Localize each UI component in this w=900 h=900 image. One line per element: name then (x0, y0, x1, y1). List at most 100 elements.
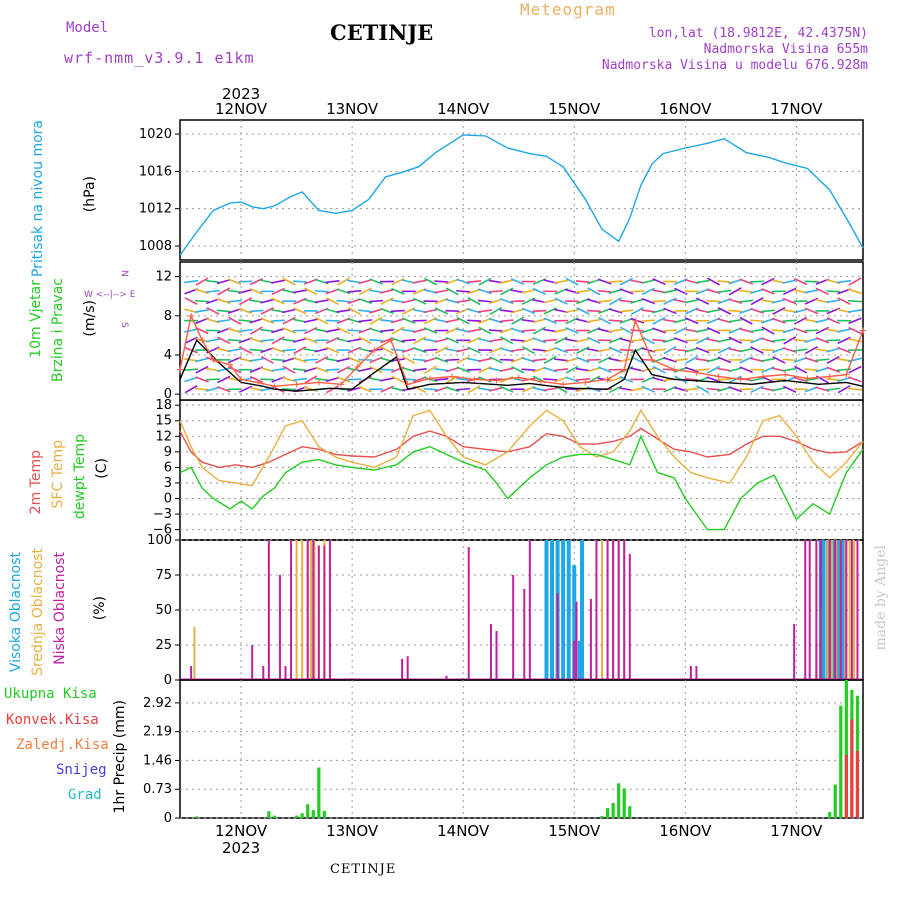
wind-barb (369, 365, 383, 374)
wind-barb (543, 378, 558, 381)
wind-barb (379, 377, 395, 382)
wind-barb (205, 378, 220, 381)
meteogram-label: Meteogram (520, 0, 616, 19)
wind-barb (565, 376, 579, 383)
cloud_cover-bar (193, 626, 196, 680)
wind-barb (314, 347, 329, 353)
wind-barb (760, 309, 775, 313)
wind-barb (434, 289, 449, 294)
cloud_cover-bar (523, 589, 526, 680)
wind-barb (652, 338, 667, 342)
wind-barb (782, 367, 797, 372)
cloud_cover-bar (793, 624, 796, 680)
wind-barb (195, 365, 209, 374)
wind-barb (293, 356, 307, 363)
pressure-tick-label: 1016 (139, 164, 172, 179)
wind-barb (336, 326, 351, 335)
wind-barb (848, 277, 862, 286)
wind-barb (489, 306, 503, 316)
wind-barb (358, 367, 373, 372)
cloud_cover-bar (489, 624, 492, 680)
wind-barb (510, 327, 525, 334)
cloud_cover-bar (401, 659, 404, 680)
wind-barb (815, 348, 830, 352)
wind-barb (477, 309, 493, 313)
wind-barb (477, 357, 492, 363)
wind-barb (369, 299, 384, 303)
wind-barb (815, 337, 830, 344)
wind-barb (663, 345, 677, 355)
wind-barb (848, 317, 862, 325)
gust-marker (338, 381, 345, 388)
compass-n: N (119, 270, 129, 277)
wind-barb (761, 326, 775, 335)
wind-barb (848, 326, 862, 335)
wind-barb (499, 309, 514, 313)
wind-barb (619, 277, 634, 286)
wind-barb (706, 357, 721, 363)
wind-barb (575, 378, 590, 381)
wind-barb (401, 317, 416, 324)
wind-barb (434, 346, 449, 354)
wind-barb (717, 338, 732, 343)
wind-barb (728, 375, 742, 384)
wind-barb (554, 279, 569, 284)
wind-barb (336, 357, 351, 363)
cloud_cover-bar (836, 540, 841, 680)
wind-barb (184, 385, 198, 394)
wind-barb (696, 385, 710, 394)
wind-tick-label: 4 (164, 348, 172, 363)
wind-barb (794, 365, 808, 374)
wind-barb (782, 309, 797, 313)
wind-barb (423, 327, 438, 334)
wind-barb (260, 328, 275, 333)
wind-barb (227, 339, 242, 342)
wind-barb (369, 278, 383, 285)
temperature-tick-label: −3 (153, 507, 172, 522)
wind-barb (706, 387, 721, 391)
wind-barb (326, 385, 340, 394)
bottom-day-label: 16NOV (659, 822, 712, 840)
wind-barb (707, 277, 721, 286)
wind-barb (717, 356, 732, 364)
wind-barb (804, 368, 819, 372)
wind-barb (804, 356, 819, 363)
wind-barb (576, 307, 590, 315)
wind-barb (282, 365, 296, 374)
gust-marker (804, 375, 811, 382)
wind-barb (587, 336, 601, 344)
wind-barb (499, 298, 514, 305)
wind-barb (434, 307, 449, 315)
precipitation-bar (600, 816, 604, 818)
wind-barb (488, 329, 503, 332)
wind-barb (445, 336, 460, 344)
wind-barb (336, 309, 351, 313)
wind-barb (521, 289, 536, 294)
wind-barb (532, 337, 547, 344)
footer-station: CETINJE (330, 862, 397, 877)
cloud_cover-bar (808, 540, 811, 680)
top-day-label: 15NOV (548, 100, 601, 118)
wind-barb (706, 365, 721, 374)
wind-barb (282, 277, 296, 286)
wind-barb (412, 327, 427, 334)
bottom-year-label: 2023 (222, 839, 260, 857)
wind-barb (347, 356, 362, 364)
temperature-tick-label: 9 (164, 445, 172, 460)
wind-barb (391, 375, 405, 384)
wind-barb (456, 316, 470, 325)
wind-series-0 (179, 339, 864, 392)
wind-barb (467, 328, 482, 333)
wind-barb (728, 278, 743, 285)
wind-barb (750, 280, 765, 283)
gust-marker (238, 376, 245, 383)
wind-barb (488, 386, 503, 392)
wind-barb (554, 368, 569, 372)
wind-barb (739, 347, 754, 353)
wind-barb (249, 375, 264, 384)
wind-barb (456, 289, 471, 293)
wind-barb (695, 346, 710, 354)
wind-barb (292, 368, 307, 372)
cloud_cover-bar (301, 540, 304, 680)
cloud_cover-bar (528, 540, 531, 680)
